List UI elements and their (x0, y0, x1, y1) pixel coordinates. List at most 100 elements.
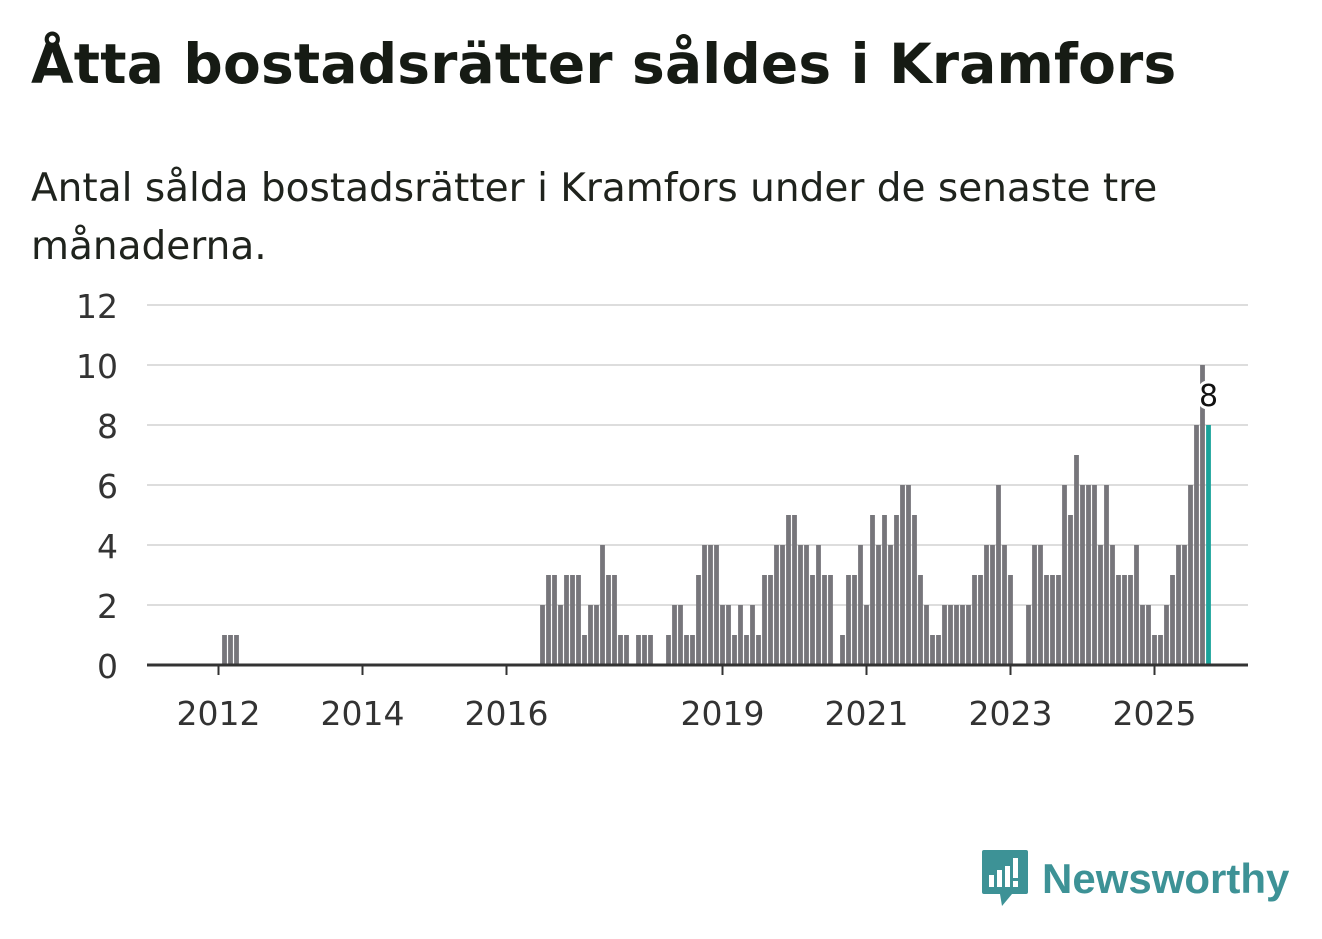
bar (582, 635, 587, 665)
newsworthy-logo: Newsworthy (980, 848, 1289, 910)
bar (1110, 545, 1115, 665)
bar (972, 575, 977, 665)
bar (960, 605, 965, 665)
bar (606, 575, 611, 665)
x-tick-label: 2019 (681, 694, 765, 733)
bar (726, 605, 731, 665)
bar (1044, 575, 1049, 665)
bar (762, 575, 767, 665)
bar (1026, 605, 1031, 665)
bar (828, 575, 833, 665)
bar (1116, 575, 1121, 665)
bar (792, 515, 797, 665)
x-axis-labels: 2012 2014 2016 2019 2021 2023 2025 (177, 694, 1197, 733)
bar (984, 545, 989, 665)
y-tick-label: 0 (97, 647, 118, 686)
bar (702, 545, 707, 665)
bar (1032, 545, 1037, 665)
bar (714, 545, 719, 665)
bar (822, 575, 827, 665)
bar (1080, 485, 1085, 665)
bar (1128, 575, 1133, 665)
bar (954, 605, 959, 665)
bar-chart: 0 2 4 6 8 10 12 2012 2014 2016 2019 2021 2023 2025 8 (76, 287, 1248, 733)
y-tick-label: 10 (76, 347, 118, 386)
bar (852, 575, 857, 665)
bar (564, 575, 569, 665)
bar (846, 575, 851, 665)
bar (588, 605, 593, 665)
bar (906, 485, 911, 665)
bar (1050, 575, 1055, 665)
bar (786, 515, 791, 665)
bar (966, 605, 971, 665)
bar (918, 575, 923, 665)
bar (1152, 635, 1157, 665)
bar (780, 545, 785, 665)
bar (1164, 605, 1169, 665)
bar (888, 545, 893, 665)
bar (912, 515, 917, 665)
bar (876, 545, 881, 665)
bar (1140, 605, 1145, 665)
bar (870, 515, 875, 665)
bar (1002, 545, 1007, 665)
bar (900, 485, 905, 665)
bar (678, 605, 683, 665)
bar (1182, 545, 1187, 665)
bar-chart-logo-icon (982, 850, 1028, 906)
bar (234, 635, 239, 665)
x-tick-label: 2014 (321, 694, 405, 733)
bar (618, 635, 623, 665)
bar (1092, 485, 1097, 665)
bar (840, 635, 845, 665)
x-axis (147, 663, 1248, 675)
bar (222, 635, 227, 665)
bar (990, 545, 995, 665)
bar (1038, 545, 1043, 665)
bar (672, 605, 677, 665)
bar (798, 545, 803, 665)
y-tick-label: 6 (97, 467, 118, 506)
bar (774, 545, 779, 665)
bar (1158, 635, 1163, 665)
bar (546, 575, 551, 665)
bar (720, 605, 725, 665)
bar (1146, 605, 1151, 665)
y-tick-label: 8 (97, 407, 118, 446)
bar (684, 635, 689, 665)
bar (1056, 575, 1061, 665)
bar (858, 545, 863, 665)
bar (1098, 545, 1103, 665)
bar (1188, 485, 1193, 665)
bar (894, 515, 899, 665)
bar (864, 605, 869, 665)
bar (594, 605, 599, 665)
bar (612, 575, 617, 665)
bar (768, 575, 773, 665)
x-tick-label: 2025 (1113, 694, 1197, 733)
bar (810, 575, 815, 665)
bar (924, 605, 929, 665)
bar (1068, 515, 1073, 665)
bar (1134, 545, 1139, 665)
bar (624, 635, 629, 665)
bars (222, 365, 1211, 665)
chart-title: Åtta bostadsrätter såldes i Kramfors (31, 32, 1177, 96)
brand-name: Newsworthy (1042, 855, 1290, 902)
bar (756, 635, 761, 665)
x-tick-label: 2023 (969, 694, 1053, 733)
highlight-value-label: 8 (1199, 379, 1218, 414)
bar (1062, 485, 1067, 665)
bar (1104, 485, 1109, 665)
bar (882, 515, 887, 665)
bar (930, 635, 935, 665)
bar (648, 635, 653, 665)
bar (936, 635, 941, 665)
bar (600, 545, 605, 665)
bar (804, 545, 809, 665)
annotations: 8 (1196, 376, 1221, 417)
bar (552, 575, 557, 665)
highlight-bar (1206, 425, 1211, 665)
bar (558, 605, 563, 665)
